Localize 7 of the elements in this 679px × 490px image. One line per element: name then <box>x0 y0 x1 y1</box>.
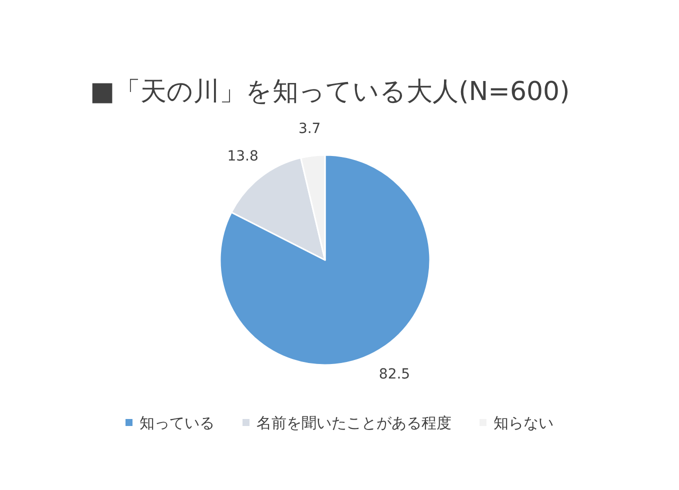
legend-label: 名前を聞いたことがある程度 <box>256 414 452 432</box>
chart-title: ■「天の川」を知っている大人(N=600) <box>90 77 570 107</box>
data-label: 13.8 <box>227 148 258 164</box>
legend-label: 知っている <box>140 414 214 432</box>
data-label: 3.7 <box>298 120 321 137</box>
data-label: 82.5 <box>378 366 410 382</box>
legend-label: 知らない <box>494 414 554 432</box>
